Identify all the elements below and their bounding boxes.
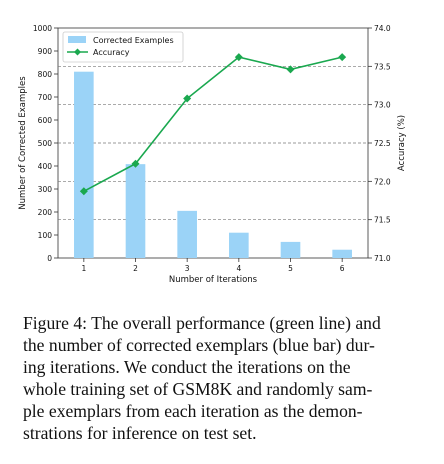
y2-tick-label: 74.0 bbox=[374, 24, 391, 33]
y-axis-label: Number of Corrected Examples bbox=[18, 76, 28, 210]
y2-tick-label: 71.5 bbox=[374, 216, 391, 225]
bar-2 bbox=[125, 164, 146, 258]
accuracy-point-6 bbox=[338, 53, 347, 62]
x-tick-label: 5 bbox=[288, 264, 293, 273]
legend-label-accuracy: Accuracy bbox=[93, 48, 130, 57]
y-tick-label: 800 bbox=[38, 70, 53, 79]
accuracy-point-1 bbox=[79, 187, 88, 196]
grid-lines bbox=[58, 65, 368, 221]
caption-line-1: Figure 4: The overall performance (green… bbox=[23, 313, 381, 333]
accuracy-point-4 bbox=[234, 53, 243, 62]
y-tick-label: 300 bbox=[38, 185, 53, 194]
y-tick-label: 600 bbox=[38, 116, 53, 125]
accuracy-point-3 bbox=[183, 94, 192, 103]
caption-line-4: whole training set of GSM8K and randomly… bbox=[23, 379, 373, 399]
caption-line-3: ing iterations. We conduct the iteration… bbox=[23, 357, 351, 377]
y-tick-label: 100 bbox=[38, 231, 53, 240]
bar-6 bbox=[332, 249, 352, 258]
bar-3 bbox=[177, 210, 197, 258]
y2-tick-label: 73.0 bbox=[374, 101, 391, 110]
y-tick-label: 500 bbox=[38, 139, 53, 148]
y2-tick-label: 73.5 bbox=[374, 62, 391, 71]
y-tick-label: 400 bbox=[38, 162, 53, 171]
y-tick-label: 200 bbox=[38, 208, 53, 217]
legend-bar-swatch bbox=[68, 36, 86, 43]
bar-series bbox=[74, 71, 352, 258]
accuracy-point-5 bbox=[286, 65, 295, 74]
figure-caption: Figure 4: The overall performance (green… bbox=[23, 312, 411, 444]
x-tick-label: 2 bbox=[133, 264, 138, 273]
y-tick-label: 1000 bbox=[33, 24, 52, 33]
x-tick-label: 4 bbox=[236, 264, 241, 273]
y-tick-label: 0 bbox=[47, 254, 52, 263]
accuracy-point-2 bbox=[131, 159, 140, 168]
axis-ticks: 0 100 200 300 400 500 600 700 800 900 1000 71.0 71.5… bbox=[33, 24, 391, 273]
caption-line-6: strations for inference on test set. bbox=[23, 423, 257, 443]
x-axis-label: Number of Iterations bbox=[169, 275, 258, 285]
caption-line-5: ple exemplars from each iteration as the… bbox=[23, 401, 363, 421]
legend-diamond-marker bbox=[74, 48, 81, 56]
x-tick-label: 3 bbox=[185, 264, 190, 273]
legend: Corrected Examples Accuracy bbox=[62, 31, 184, 63]
bar-1 bbox=[74, 71, 94, 258]
x-tick-label: 6 bbox=[340, 264, 345, 273]
bar-4 bbox=[229, 232, 249, 258]
figure-chart: 0 100 200 300 400 500 600 700 800 900 1000 71.0 71.5… bbox=[18, 24, 407, 285]
y-tick-label: 700 bbox=[38, 93, 53, 102]
accuracy-line bbox=[83, 56, 343, 193]
bar-5 bbox=[280, 241, 301, 258]
y2-tick-label: 72.0 bbox=[374, 177, 391, 186]
y-tick-label: 900 bbox=[38, 47, 53, 56]
legend-label-corrected-examples: Corrected Examples bbox=[93, 36, 174, 45]
y2-axis-label: Accuracy (%) bbox=[397, 115, 407, 171]
y2-tick-label: 71.0 bbox=[374, 254, 391, 263]
y2-tick-label: 72.5 bbox=[374, 139, 391, 148]
accuracy-series bbox=[79, 53, 347, 196]
x-tick-label: 1 bbox=[81, 264, 86, 273]
caption-line-2: the number of corrected exemplars (blue … bbox=[23, 335, 375, 355]
